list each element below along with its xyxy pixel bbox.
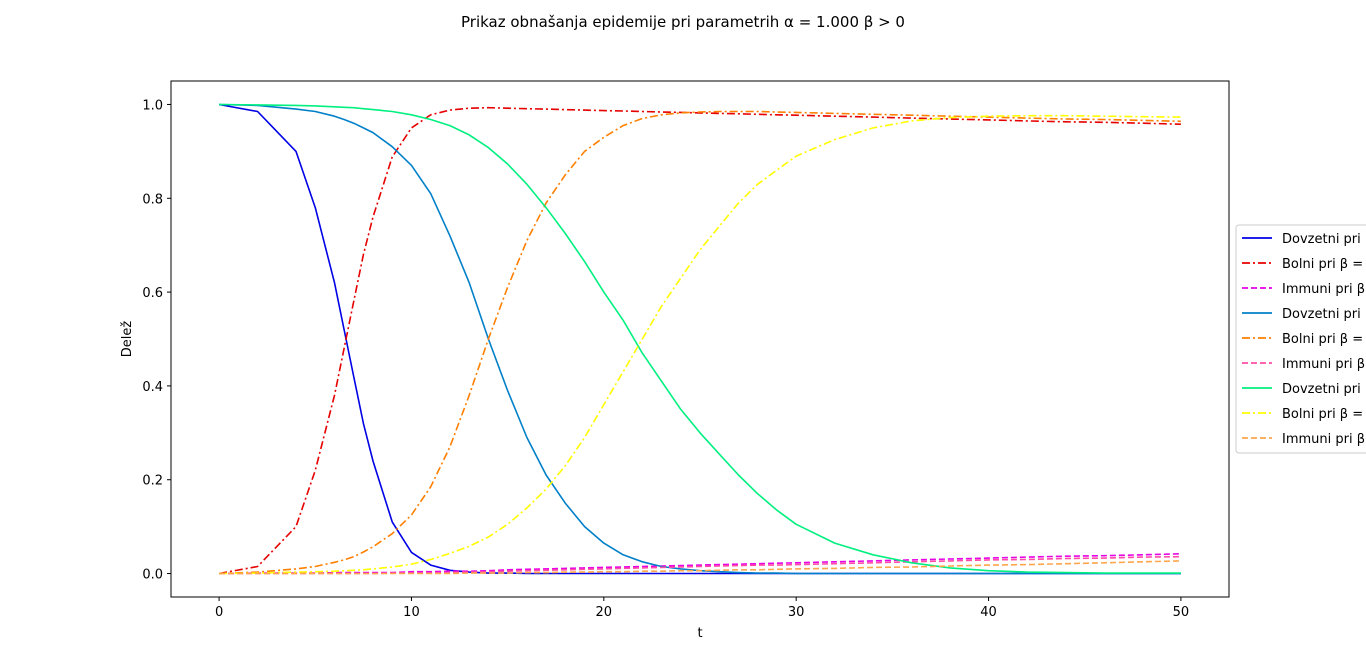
y-tick-label: 0.8 xyxy=(142,192,163,207)
legend-label-2: Bolni pri β = xyxy=(1282,257,1363,272)
legend: Dovzetni pri Bolni pri β = Immuni pri β = D… xyxy=(1235,224,1366,454)
series-line-9 xyxy=(219,560,1181,575)
series-line-5 xyxy=(219,110,1181,575)
x-tick-label: 10 xyxy=(403,605,420,620)
y-axis-label: Delež xyxy=(120,321,135,358)
x-tick-label: 50 xyxy=(1173,605,1190,620)
series-line-4 xyxy=(219,103,1181,575)
y-axis: 0.0 0.2 0.4 0.6 0.8 1.0 xyxy=(142,98,171,583)
legend-label-7: Dovzetni pri xyxy=(1282,382,1361,397)
legend-label-6: Immuni pri β = xyxy=(1282,357,1366,372)
y-tick-label: 0.2 xyxy=(142,474,163,489)
legend-label-8: Bolni pri β = xyxy=(1282,407,1363,422)
series-line-7 xyxy=(219,103,1181,574)
legend-label-9: Immuni pri β = xyxy=(1282,432,1366,447)
legend-label-1: Dovzetni pri xyxy=(1282,232,1361,247)
x-tick-label: 30 xyxy=(788,605,805,620)
legend-label-5: Bolni pri β = xyxy=(1282,332,1363,347)
series-line-1 xyxy=(218,103,1181,575)
legend-label-4: Dovzetni pri xyxy=(1282,307,1361,322)
y-tick-label: 0.6 xyxy=(142,286,163,301)
x-axis: 0 10 20 30 40 50 xyxy=(215,597,1189,620)
x-tick-label: 40 xyxy=(980,605,997,620)
x-tick-label: 0 xyxy=(215,605,223,620)
series-line-8 xyxy=(219,114,1181,575)
series-line-6 xyxy=(219,555,1181,575)
series-line-2 xyxy=(218,106,1181,575)
plot-frame xyxy=(170,80,1230,598)
chart-title: Prikaz obnašanja epidemije pri parametri… xyxy=(461,13,905,31)
x-axis-label: t xyxy=(697,626,702,641)
x-tick-label: 20 xyxy=(596,605,613,620)
y-tick-label: 0.0 xyxy=(142,568,163,583)
series-line-3 xyxy=(219,553,1181,575)
series-layer xyxy=(218,103,1181,575)
y-tick-label: 1.0 xyxy=(142,98,163,113)
legend-label-3: Immuni pri β = xyxy=(1282,282,1366,297)
legend-box xyxy=(1235,224,1366,454)
y-tick-label: 0.4 xyxy=(142,380,163,395)
